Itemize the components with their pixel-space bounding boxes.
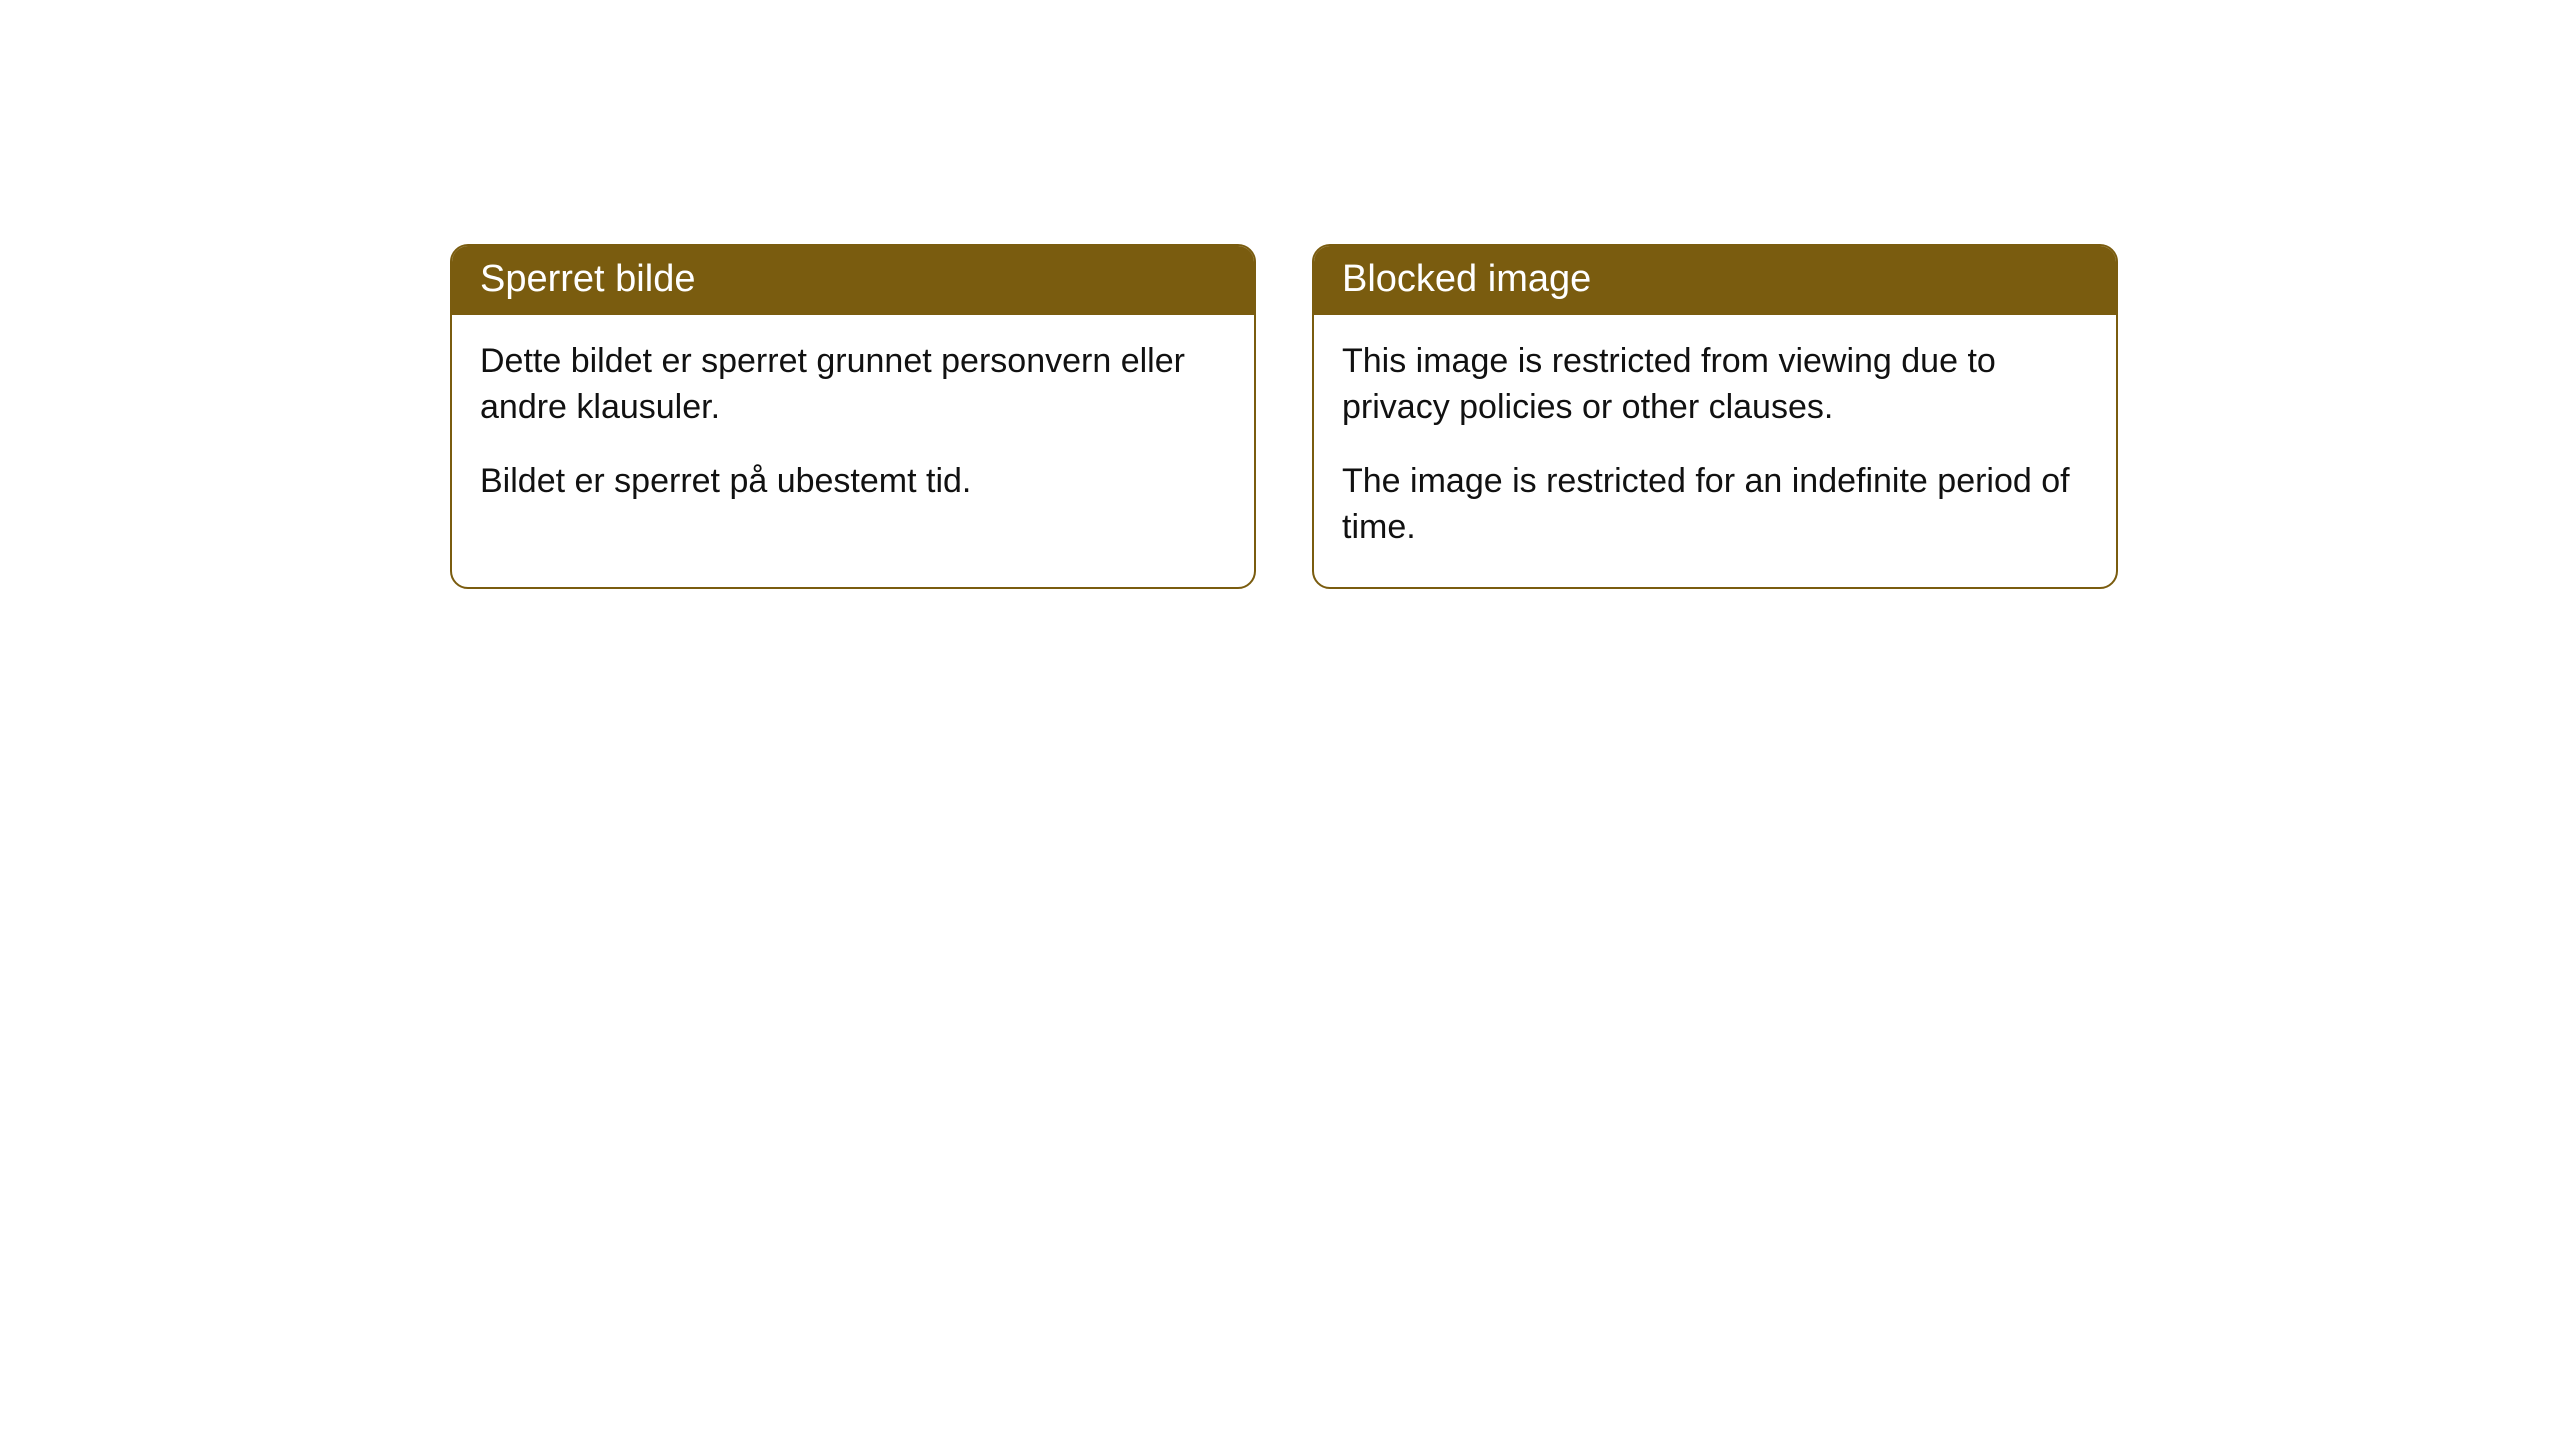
card-paragraph: Dette bildet er sperret grunnet personve… xyxy=(480,339,1226,431)
notice-cards-container: Sperret bilde Dette bildet er sperret gr… xyxy=(450,244,2118,589)
card-paragraph: This image is restricted from viewing du… xyxy=(1342,339,2088,431)
blocked-image-card-no: Sperret bilde Dette bildet er sperret gr… xyxy=(450,244,1256,589)
card-paragraph: The image is restricted for an indefinit… xyxy=(1342,459,2088,551)
card-paragraph: Bildet er sperret på ubestemt tid. xyxy=(480,459,1226,505)
card-header-en: Blocked image xyxy=(1314,246,2116,315)
blocked-image-card-en: Blocked image This image is restricted f… xyxy=(1312,244,2118,589)
card-body-en: This image is restricted from viewing du… xyxy=(1314,315,2116,587)
card-header-no: Sperret bilde xyxy=(452,246,1254,315)
card-body-no: Dette bildet er sperret grunnet personve… xyxy=(452,315,1254,541)
